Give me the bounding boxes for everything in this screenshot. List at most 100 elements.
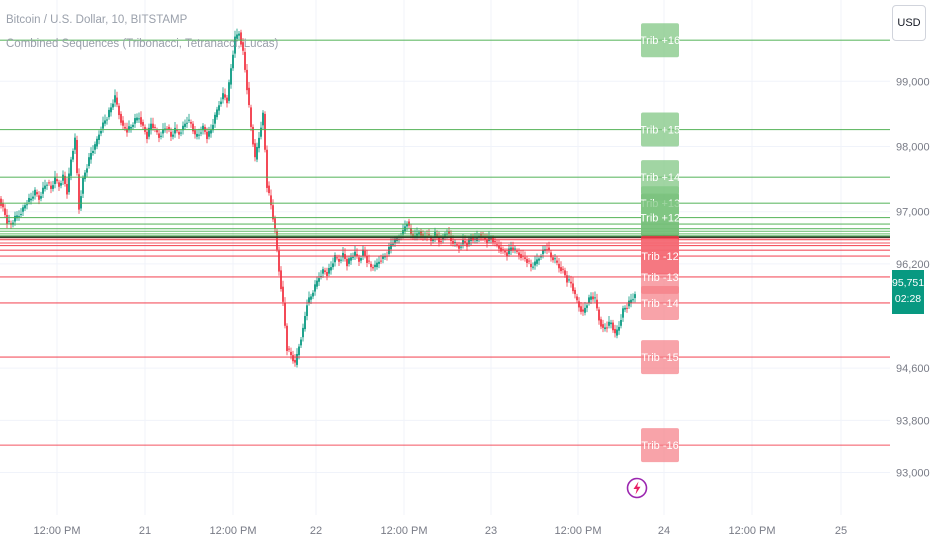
candle bbox=[622, 305, 624, 322]
candle bbox=[522, 249, 524, 261]
candle bbox=[544, 244, 546, 254]
candle bbox=[224, 88, 226, 101]
x-tick-label: 12:00 PM bbox=[728, 525, 775, 537]
candle-body bbox=[284, 302, 286, 326]
candle bbox=[240, 29, 242, 48]
candle-body bbox=[150, 123, 152, 131]
candle-body bbox=[38, 195, 40, 200]
candle bbox=[192, 121, 194, 134]
candle-body bbox=[402, 230, 404, 235]
candle bbox=[26, 200, 28, 210]
x-tick-label: 25 bbox=[835, 525, 847, 537]
candle bbox=[592, 292, 594, 302]
time-axis[interactable]: 12:00 PM 21 12:00 PM 22 12:00 PM 23 12:00 PM 24… bbox=[33, 525, 847, 537]
candle bbox=[498, 240, 500, 253]
candle-body bbox=[620, 319, 622, 326]
candle-body bbox=[226, 97, 228, 104]
candle bbox=[556, 256, 558, 266]
candle-body bbox=[558, 263, 560, 269]
candle-body bbox=[100, 130, 102, 134]
candle bbox=[310, 293, 312, 304]
candle-body bbox=[268, 185, 270, 194]
candle bbox=[222, 87, 224, 104]
candle-body bbox=[232, 54, 234, 69]
candle bbox=[266, 145, 268, 193]
candle-body bbox=[126, 128, 128, 133]
candle bbox=[88, 152, 90, 169]
candle-body bbox=[162, 129, 164, 134]
candle bbox=[50, 181, 52, 194]
candle-body bbox=[292, 355, 294, 362]
candle-body bbox=[574, 289, 576, 295]
price-axis[interactable]: 93,000 93,800 94,600 96,200 97,000 98,000 99,0… bbox=[896, 76, 930, 479]
chart-grid bbox=[0, 0, 890, 515]
candle-body bbox=[148, 127, 150, 137]
candle-body bbox=[170, 131, 172, 137]
candle-body bbox=[612, 322, 614, 331]
last-price-value: 95,751 bbox=[892, 277, 925, 289]
candle bbox=[512, 241, 514, 253]
candle bbox=[200, 126, 202, 137]
candle-body bbox=[102, 122, 104, 129]
candle-body bbox=[272, 205, 274, 220]
candle-body bbox=[62, 174, 64, 181]
candle bbox=[180, 129, 182, 137]
candle bbox=[532, 262, 534, 270]
candle-body bbox=[500, 247, 502, 252]
candle bbox=[78, 168, 80, 214]
candle-body bbox=[112, 103, 114, 108]
candle bbox=[268, 181, 270, 196]
candle-body bbox=[370, 263, 372, 268]
currency-button[interactable]: USD bbox=[892, 5, 926, 41]
candle-body bbox=[94, 144, 96, 150]
candle-body bbox=[134, 118, 136, 124]
candle-body bbox=[490, 237, 492, 240]
candle bbox=[46, 182, 48, 190]
candle-body bbox=[314, 284, 316, 292]
candle-body bbox=[34, 189, 36, 196]
candle bbox=[40, 191, 42, 202]
candle-body bbox=[136, 117, 138, 121]
candle-body bbox=[68, 173, 70, 193]
candle-body bbox=[80, 196, 82, 209]
candle-body bbox=[548, 247, 550, 251]
lightning-icon[interactable] bbox=[626, 477, 648, 499]
candle bbox=[594, 291, 596, 303]
candle bbox=[256, 142, 258, 163]
candle bbox=[282, 280, 284, 307]
candle-body bbox=[494, 241, 496, 243]
candle bbox=[366, 249, 368, 268]
indicator-title[interactable]: Combined Sequences (Tribonacci, Tetranac… bbox=[6, 38, 279, 50]
candle bbox=[74, 133, 76, 154]
candle-body bbox=[472, 237, 474, 241]
candle-body bbox=[452, 241, 454, 244]
candle bbox=[528, 257, 530, 265]
candle bbox=[120, 111, 122, 126]
candle bbox=[316, 276, 318, 290]
candle bbox=[218, 101, 220, 115]
candle bbox=[374, 260, 376, 272]
candle bbox=[504, 248, 506, 256]
candle-body bbox=[330, 267, 332, 271]
candle-body bbox=[96, 138, 98, 147]
candle bbox=[262, 110, 264, 130]
candle-body bbox=[624, 307, 626, 310]
level-label-text: Trib -14 bbox=[641, 298, 679, 310]
y-tick-label: 97,000 bbox=[896, 207, 930, 219]
candle-body bbox=[98, 134, 100, 140]
candle bbox=[270, 189, 272, 210]
candle bbox=[142, 119, 144, 131]
candle bbox=[186, 116, 188, 128]
candle bbox=[558, 257, 560, 273]
candle-body bbox=[66, 183, 68, 195]
symbol-title[interactable]: Bitcoin / U.S. Dollar, 10, BITSTAMP bbox=[6, 14, 188, 26]
candle-body bbox=[312, 292, 314, 297]
candle-body bbox=[212, 124, 214, 131]
level-label-text: Trib +16 bbox=[640, 35, 680, 47]
candle bbox=[162, 123, 164, 138]
candle bbox=[252, 124, 254, 148]
candle bbox=[150, 117, 152, 135]
candle-body bbox=[286, 325, 288, 351]
candle-body bbox=[488, 237, 490, 242]
